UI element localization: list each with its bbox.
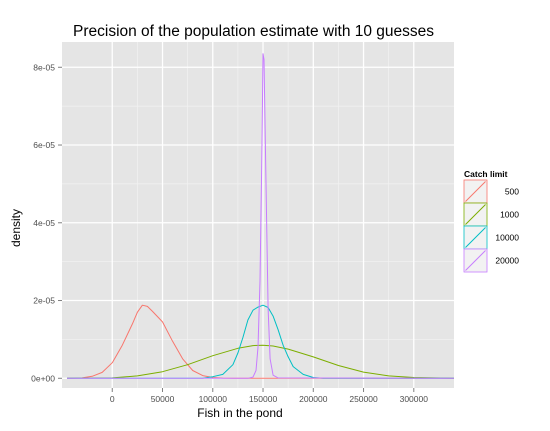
y-tick-label: 2e-05 bbox=[33, 296, 55, 306]
y-tick-label: 4e-05 bbox=[33, 218, 55, 228]
y-axis: 0e+00 2e-05 4e-05 6e-05 8e-05 bbox=[31, 62, 62, 383]
y-axis-label: density bbox=[9, 209, 23, 247]
chart-title: Precision of the population estimate wit… bbox=[73, 23, 434, 40]
y-tick-label: 6e-05 bbox=[33, 140, 55, 150]
data-series bbox=[66, 53, 455, 379]
legend-label-500: 500 bbox=[505, 187, 519, 197]
legend-title: Catch limit bbox=[464, 169, 508, 179]
y-tick-label: 8e-05 bbox=[33, 62, 55, 72]
x-tick-label: 50000 bbox=[151, 394, 175, 404]
legend-key-line-500 bbox=[465, 181, 486, 202]
legend: Catch limit 500 1000 10000 20000 bbox=[463, 169, 519, 273]
legend-label-1000: 1000 bbox=[500, 210, 519, 220]
x-tick-label: 100000 bbox=[199, 394, 228, 404]
x-axis-label: Fish in the pond bbox=[197, 406, 282, 420]
legend-key-line-10000 bbox=[465, 227, 486, 248]
series-line-10000 bbox=[67, 304, 454, 379]
x-tick-label: 0 bbox=[110, 394, 115, 404]
x-tick-label: 150000 bbox=[249, 394, 278, 404]
legend-key-line-20000 bbox=[465, 250, 486, 271]
legend-label-20000: 20000 bbox=[495, 256, 519, 266]
legend-key-line-1000 bbox=[465, 204, 486, 225]
y-tick-label: 0e+00 bbox=[31, 373, 55, 383]
x-tick-label: 250000 bbox=[349, 394, 378, 404]
legend-label-10000: 10000 bbox=[495, 233, 519, 243]
minor-gridlines bbox=[62, 42, 454, 388]
x-axis: 0 50000 100000 150000 200000 250000 300000 bbox=[110, 388, 428, 404]
series-line-20000 bbox=[67, 53, 455, 379]
series-line-1000 bbox=[66, 344, 455, 379]
x-tick-label: 200000 bbox=[299, 394, 328, 404]
x-tick-label: 300000 bbox=[400, 394, 429, 404]
